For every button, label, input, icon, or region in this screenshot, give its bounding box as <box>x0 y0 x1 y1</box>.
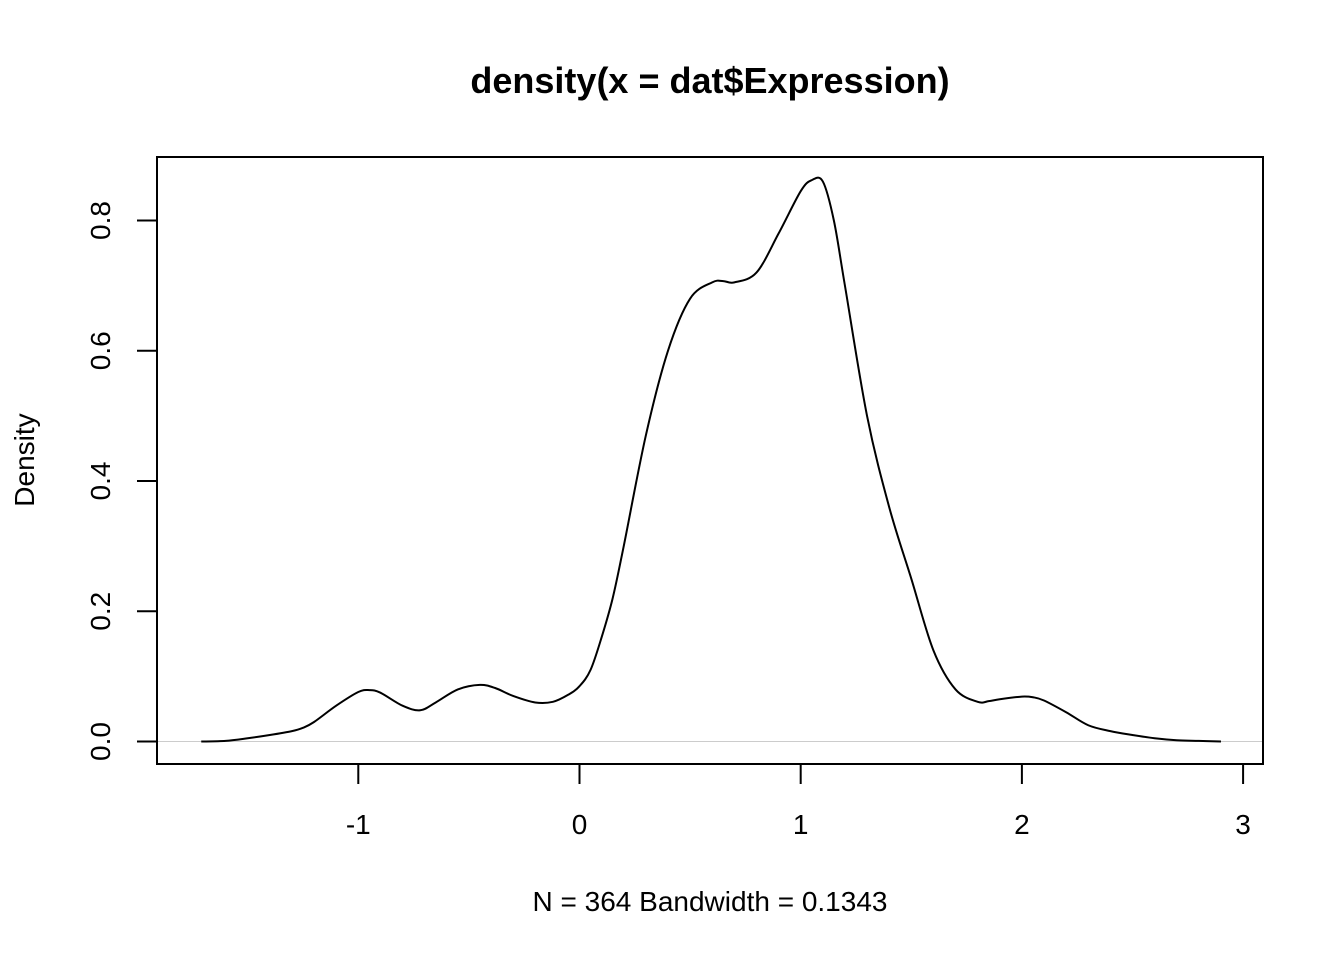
x-tick-label: 2 <box>1014 809 1030 840</box>
density-curve <box>201 176 1221 743</box>
y-tick-label: 0.4 <box>85 462 116 501</box>
x-axis: -1 0 1 2 3 <box>346 763 1251 840</box>
y-tick-label: 0.6 <box>85 331 116 370</box>
x-tick-label: 1 <box>793 809 809 840</box>
y-axis: 0.0 0.2 0.4 0.6 0.8 <box>85 201 158 761</box>
x-axis-label: N = 364 Bandwidth = 0.1343 <box>533 886 888 917</box>
chart-title: density(x = dat$Expression) <box>470 60 949 101</box>
y-tick-label: 0.8 <box>85 201 116 240</box>
x-tick-label: 0 <box>572 809 588 840</box>
plot-frame <box>156 156 1264 765</box>
x-tick-label: -1 <box>346 809 371 840</box>
x-tick-label: 3 <box>1235 809 1251 840</box>
y-axis-label: Density <box>9 413 40 506</box>
y-tick-label: 0.0 <box>85 722 116 761</box>
y-tick-label: 0.2 <box>85 592 116 631</box>
